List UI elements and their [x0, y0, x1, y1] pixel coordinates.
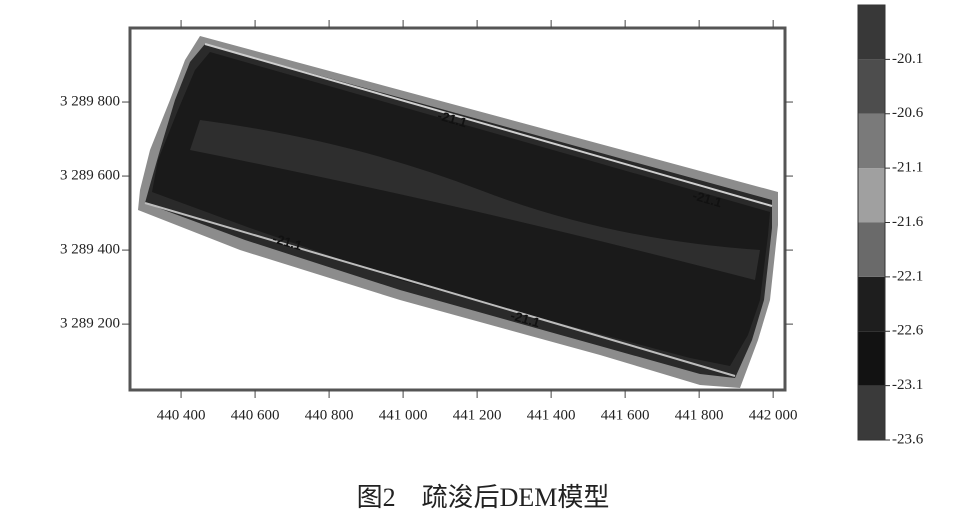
y-tick-label: 3 289 400	[60, 242, 120, 258]
y-tick-label: 3 289 200	[60, 316, 120, 332]
x-tick-label: 440 400	[157, 407, 206, 423]
x-tick-label: 441 200	[453, 407, 502, 423]
x-tick-label: 441 800	[675, 407, 724, 423]
x-tick-label: 441 400	[527, 407, 576, 423]
colorbar-tick-label: -21.6	[892, 214, 924, 230]
colorbar-tick-label: -20.6	[892, 105, 924, 121]
dem-surface	[138, 36, 778, 388]
colorbar-tick-label: -23.1	[892, 377, 923, 393]
colorbar-band	[858, 5, 885, 60]
colorbar-band	[858, 222, 885, 277]
x-tick-label: 440 800	[305, 407, 354, 423]
colorbar-band	[858, 385, 885, 440]
colorbar-tick-label: -22.6	[892, 323, 924, 339]
colorbar-tick-label: -21.1	[892, 160, 923, 176]
x-tick-label: 442 000	[749, 407, 798, 423]
colorbar-tick-label: -23.6	[892, 431, 924, 447]
colorbar-band	[858, 113, 885, 169]
x-tick-label: 441 000	[379, 407, 428, 423]
x-tick-label: 441 600	[601, 407, 650, 423]
x-tick-label: 440 600	[231, 407, 280, 423]
colorbar-band	[858, 276, 885, 332]
plot-frame	[128, 26, 787, 392]
colorbar-tick-label: -22.1	[892, 268, 923, 284]
colorbar-tick-label: -20.1	[892, 51, 923, 67]
y-tick-label: 3 289 600	[60, 167, 120, 183]
caption: 图2 疏浚后DEM模型	[357, 483, 610, 512]
y-tick-label: 3 289 800	[60, 93, 120, 109]
colorbar-band	[858, 59, 885, 114]
colorbar-band	[858, 331, 885, 386]
colorbar-band	[858, 168, 885, 223]
